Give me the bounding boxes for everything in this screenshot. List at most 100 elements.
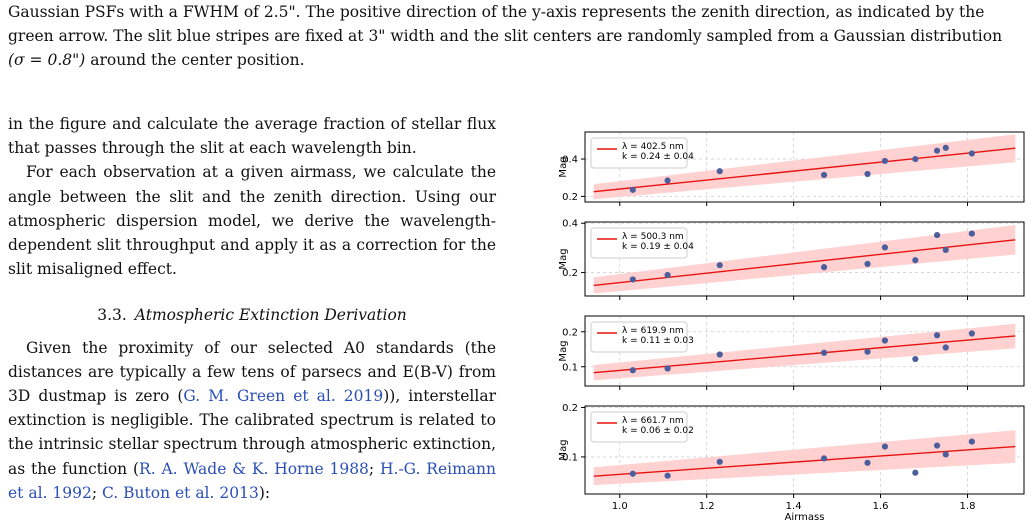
confidence-band xyxy=(593,224,1016,294)
data-point xyxy=(881,244,889,251)
legend-box xyxy=(590,137,688,169)
data-point xyxy=(912,155,919,163)
legend-label: λ = 661.7 nm xyxy=(622,416,684,426)
citation-separator: ; xyxy=(368,459,380,478)
confidence-band xyxy=(593,323,1016,381)
y-tick-label: 0.4 xyxy=(562,155,578,166)
caption-line-3: around the center position. xyxy=(85,51,305,69)
legend-label: λ = 402.5 nm xyxy=(622,142,684,152)
data-point xyxy=(664,177,671,184)
panel-frame xyxy=(584,405,1025,495)
data-point xyxy=(933,332,941,339)
citation-green-2019[interactable]: G. M. Green et al. 2019 xyxy=(183,387,384,406)
data-point xyxy=(716,458,723,465)
panel-4: 0.1 0.2 Mag λ = 661.7 nmk = 0.06 ± 0.02 xyxy=(558,403,1025,498)
data-point xyxy=(629,186,636,193)
panel-3: 0.1 0.2 Mag λ = 619.9 nmk = 0.11 ± 0.03 xyxy=(558,315,1025,390)
legend-label: k = 0.24 ± 0.04 xyxy=(622,152,694,162)
data-point xyxy=(629,276,636,283)
data-point xyxy=(716,351,723,358)
data-point xyxy=(864,260,871,268)
data-point xyxy=(864,170,871,178)
fit-line xyxy=(593,147,1016,193)
citation-reimann-1992[interactable]: H.-G. Reimann et al. 1992 xyxy=(8,459,496,502)
confidence-band xyxy=(593,134,1016,200)
panel-2: 0.2 0.4 Mag λ = 500.3 nmk = 0.19 ± 0.04 xyxy=(558,219,1025,300)
data-point xyxy=(968,330,975,337)
caption-sigma: (σ = 0.8") xyxy=(8,51,86,69)
y-tick-label: 0.2 xyxy=(562,192,578,203)
y-tick-label: 0.1 xyxy=(562,452,578,463)
data-point xyxy=(820,171,828,179)
y-tick-label: 0.2 xyxy=(562,268,578,279)
data-point xyxy=(716,168,723,175)
caption-line-2: green arrow. The slit blue stripes are f… xyxy=(8,27,1003,45)
x-axis-label: Airmass xyxy=(785,512,825,521)
legend-label: k = 0.06 ± 0.02 xyxy=(622,426,694,436)
data-point xyxy=(664,472,671,479)
y-axis-label: Mag xyxy=(558,248,569,269)
data-point xyxy=(864,348,871,355)
data-point xyxy=(942,144,949,151)
y-tick-label: 0.2 xyxy=(562,327,578,338)
section-heading: 3.3. Atmospheric Extinction Derivation xyxy=(8,303,496,327)
paragraph-3-text-a: Given the proximity of our selected A0 s… xyxy=(8,338,496,406)
data-point xyxy=(968,150,975,157)
data-point xyxy=(933,442,941,449)
x-tick-label: 1.2 xyxy=(699,501,715,512)
body-text-column: in the figure and calculate the average … xyxy=(8,112,496,505)
data-point xyxy=(968,230,975,237)
data-point xyxy=(820,264,828,271)
citation-wade-horne-1988[interactable]: R. A. Wade & K. Horne 1988 xyxy=(139,459,369,478)
data-point xyxy=(942,344,949,351)
y-axis-label: Mag xyxy=(558,439,569,460)
data-point xyxy=(629,367,636,374)
data-point xyxy=(664,271,671,279)
y-tick-label: 0.4 xyxy=(562,219,578,230)
data-point xyxy=(942,246,949,253)
data-point xyxy=(933,231,941,239)
data-point xyxy=(912,469,919,476)
x-tick-label: 1.8 xyxy=(960,501,976,512)
panel-frame xyxy=(584,315,1025,387)
legend-box xyxy=(590,321,688,353)
data-point xyxy=(881,337,889,344)
fit-line xyxy=(593,335,1016,374)
x-tick-label: 1.0 xyxy=(612,501,628,512)
legend-label: k = 0.11 ± 0.03 xyxy=(622,336,694,346)
legend-box xyxy=(590,227,688,259)
caption-line-1: Gaussian PSFs with a FWHM of 2.5". The p… xyxy=(8,3,985,21)
section-number: 3.3. xyxy=(97,306,127,325)
data-point xyxy=(881,443,889,450)
data-point xyxy=(716,262,723,269)
paragraph-2: For each observation at a given airmass,… xyxy=(8,163,496,279)
data-point xyxy=(912,257,919,264)
data-point xyxy=(629,470,636,477)
y-tick-label: 0.1 xyxy=(562,362,578,373)
y-axis-label: Mag xyxy=(558,340,569,361)
paragraph-3: Given the proximity of our selected A0 s… xyxy=(8,336,496,505)
legend-label: k = 0.19 ± 0.04 xyxy=(622,242,694,252)
data-point xyxy=(820,349,828,356)
x-tick-label: 1.4 xyxy=(786,501,802,512)
data-point xyxy=(933,147,941,154)
data-point xyxy=(864,459,871,466)
data-point xyxy=(942,451,949,458)
panel-frame xyxy=(584,221,1025,297)
paragraph-3-text-b: )), interstellar extinction is negligibl… xyxy=(8,387,496,478)
x-tick-label: 1.6 xyxy=(873,501,889,512)
legend-box xyxy=(590,411,688,443)
citation-separator: ; xyxy=(91,483,102,502)
figure-caption: Gaussian PSFs with a FWHM of 2.5". The p… xyxy=(8,0,1026,72)
section-title: Atmospheric Extinction Derivation xyxy=(134,306,407,325)
data-point xyxy=(881,157,889,165)
data-point xyxy=(664,365,671,372)
citation-buton-2013[interactable]: C. Buton et al. 2013 xyxy=(101,483,259,502)
paragraph-1: in the figure and calculate the average … xyxy=(8,115,496,158)
data-point xyxy=(968,438,975,445)
legend-label: λ = 500.3 nm xyxy=(622,232,684,242)
legend-label: λ = 619.9 nm xyxy=(622,326,684,336)
panel-frame xyxy=(584,131,1025,203)
